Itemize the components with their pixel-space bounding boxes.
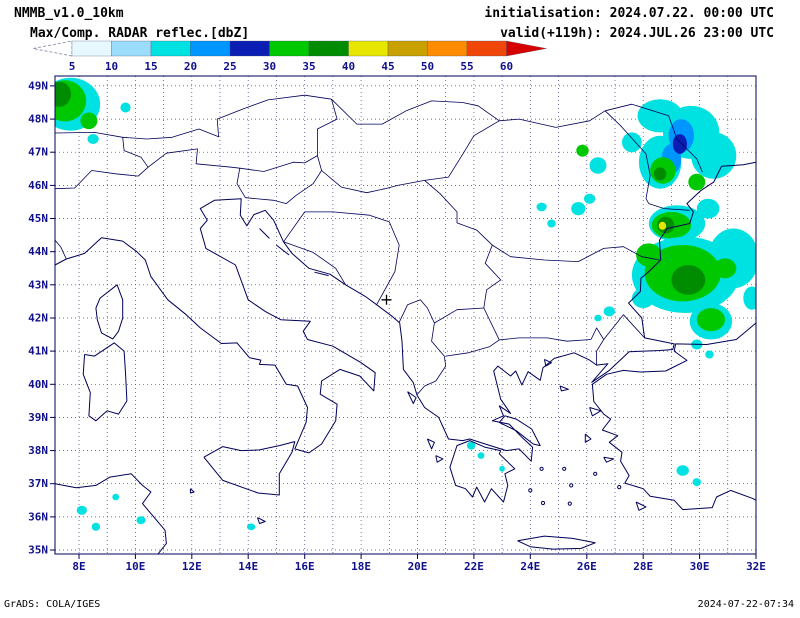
colorbar-segment bbox=[427, 40, 468, 57]
colorbar-right-arrow bbox=[506, 40, 547, 57]
lat-label: 40N bbox=[28, 378, 48, 391]
lat-label: 39N bbox=[28, 411, 48, 424]
lat-label: 48N bbox=[28, 113, 48, 126]
colorbar-left-arrow bbox=[32, 40, 73, 57]
grads-credit: GrADS: COLA/IGES bbox=[4, 599, 101, 610]
map-canvas: 49N 48N 47N 46N 45N 44N 43N 42N 41N 40N 39N 38N 37N 3… bbox=[28, 75, 766, 573]
colorbar-segment bbox=[308, 40, 349, 57]
header-row-1: NMMB_v1.0_10km initialisation: 2024.07.2… bbox=[0, 6, 800, 21]
radar-reflectivity-shading bbox=[55, 77, 756, 531]
colorbar-segment bbox=[348, 40, 389, 57]
colorbar-segment bbox=[229, 40, 270, 57]
reflectivity-colorbar: 5 10 15 20 25 30 35 40 45 50 55 60 bbox=[32, 40, 547, 73]
lat-label: 36N bbox=[28, 510, 48, 523]
lat-label: 41N bbox=[28, 345, 48, 358]
lat-label: 45N bbox=[28, 212, 48, 225]
lat-label: 43N bbox=[28, 278, 48, 291]
colorbar-tick-label: 30 bbox=[263, 60, 276, 73]
lon-label: 12E bbox=[182, 560, 202, 573]
lon-label: 30E bbox=[690, 560, 710, 573]
colorbar-tick-label: 15 bbox=[144, 60, 157, 73]
colorbar-tick-label: 40 bbox=[342, 60, 355, 73]
map-frame bbox=[54, 75, 757, 555]
header-row-2: Max/Comp. RADAR reflec.[dbZ] valid(+119h… bbox=[0, 26, 800, 41]
location-marker bbox=[381, 294, 392, 305]
colorbar-tick-label: 35 bbox=[302, 60, 315, 73]
footer: GrADS: COLA/IGES 2024-07-22-07:34 bbox=[0, 599, 800, 610]
colorbar-tick-label: 5 bbox=[69, 60, 76, 73]
lat-label: 46N bbox=[28, 179, 48, 192]
colorbar-tick-label: 50 bbox=[421, 60, 434, 73]
init-time-label: initialisation: 2024.07.22. 00:00 UTC bbox=[484, 6, 774, 21]
colorbar-tick-label: 20 bbox=[184, 60, 197, 73]
lon-label: 22E bbox=[464, 560, 484, 573]
lon-label: 26E bbox=[577, 560, 597, 573]
lat-label: 49N bbox=[28, 79, 48, 92]
lon-label: 8E bbox=[72, 560, 85, 573]
lon-label: 10E bbox=[125, 560, 145, 573]
lon-label: 14E bbox=[238, 560, 258, 573]
colorbar-segment bbox=[387, 40, 428, 57]
colorbar-tick-label: 60 bbox=[500, 60, 513, 73]
lat-label: 38N bbox=[28, 444, 48, 457]
colorbar-segment bbox=[269, 40, 310, 57]
country-borders bbox=[55, 94, 703, 396]
lat-label: 47N bbox=[28, 146, 48, 159]
axis-ticks bbox=[50, 85, 757, 559]
lon-label: 18E bbox=[351, 560, 371, 573]
lon-label: 16E bbox=[295, 560, 315, 573]
lat-label: 35N bbox=[28, 544, 48, 557]
lat-label: 44N bbox=[28, 245, 48, 258]
lat-label: 42N bbox=[28, 312, 48, 325]
valid-time-label: valid(+119h): 2024.JUL.26 23:00 UTC bbox=[500, 26, 774, 41]
lon-label: 28E bbox=[633, 560, 653, 573]
colorbar-tick-label: 10 bbox=[105, 60, 118, 73]
creation-timestamp: 2024-07-22-07:34 bbox=[697, 599, 794, 610]
colorbar-segment bbox=[111, 40, 152, 57]
colorbar-tick-label: 25 bbox=[223, 60, 236, 73]
model-name: NMMB_v1.0_10km bbox=[14, 6, 124, 21]
colorbar-tick-label: 55 bbox=[460, 60, 473, 73]
lon-label: 20E bbox=[408, 560, 428, 573]
colorbar-segment bbox=[190, 40, 231, 57]
coastlines bbox=[55, 161, 756, 554]
lon-label: 24E bbox=[520, 560, 540, 573]
colorbar-segment bbox=[71, 40, 112, 57]
colorbar-segment bbox=[150, 40, 191, 57]
colorbar-segment bbox=[466, 40, 507, 57]
colorbar-tick-label: 45 bbox=[381, 60, 394, 73]
lat-label: 37N bbox=[28, 477, 48, 490]
field-label: Max/Comp. RADAR reflec.[dbZ] bbox=[30, 26, 250, 41]
lon-label: 32E bbox=[746, 560, 766, 573]
